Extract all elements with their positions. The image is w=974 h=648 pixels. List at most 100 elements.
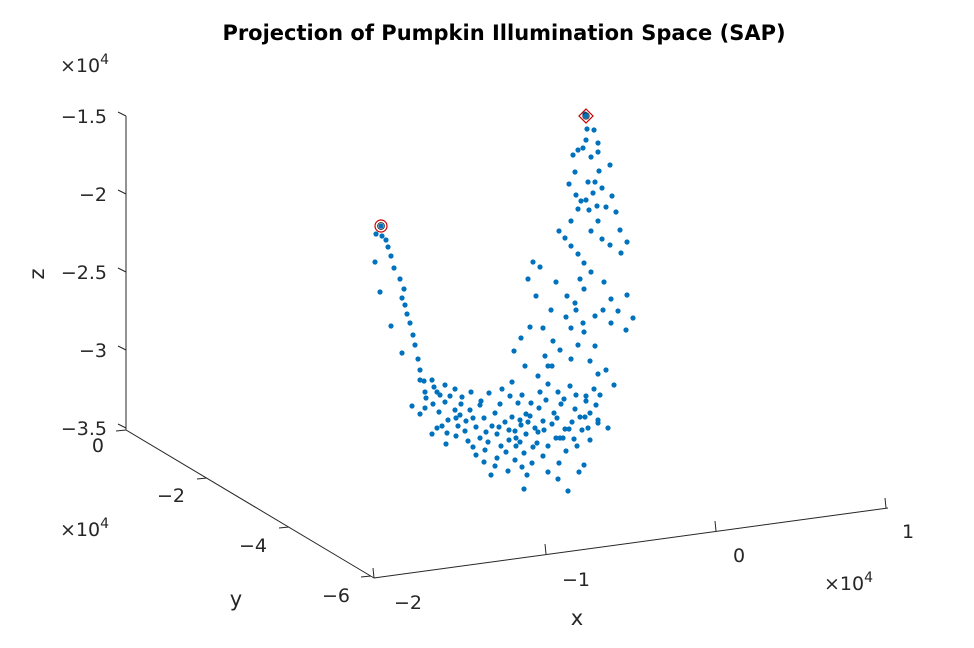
scatter-point: [489, 423, 495, 429]
x-tick-mark: [714, 520, 717, 532]
scatter-point: [587, 358, 593, 364]
scatter-point: [567, 383, 573, 389]
scatter-point: [421, 378, 427, 384]
scatter-point: [453, 433, 459, 439]
scatter-point: [528, 400, 534, 406]
scatter-point: [407, 320, 413, 326]
scatter-point: [583, 197, 589, 203]
scatter-point: [580, 320, 586, 326]
scatter-point: [568, 356, 574, 362]
scatter-point: [571, 436, 577, 442]
scatter-point: [497, 401, 503, 407]
scatter-point: [592, 313, 598, 319]
scatter-point: [569, 419, 575, 425]
highlight-circle-marker: [374, 219, 388, 233]
scatter-point: [423, 395, 429, 401]
x-axis-line: [373, 507, 889, 579]
scatter-point: [583, 398, 589, 404]
scatter-point: [588, 228, 594, 234]
scatter-point: [572, 300, 578, 306]
scatter-point: [518, 335, 524, 341]
scatter-point: [550, 338, 556, 344]
scatter-point: [548, 307, 554, 313]
scatter-point: [525, 419, 531, 425]
scatter-point: [556, 228, 562, 234]
highlight-inner-marker: [377, 222, 385, 230]
scatter-point: [601, 279, 607, 285]
scatter-point: [563, 448, 569, 454]
scatter-point: [577, 276, 583, 282]
scatter-point: [373, 231, 379, 237]
scatter-point: [575, 147, 581, 153]
scatter-point: [458, 401, 464, 407]
scatter-point: [473, 424, 479, 430]
scatter-point: [595, 218, 601, 224]
scatter-point: [562, 426, 568, 432]
scatter-point: [388, 253, 394, 259]
chart-title: Projection of Pumpkin Illumination Space…: [222, 21, 785, 45]
scatter-point: [545, 469, 551, 475]
scatter-point: [611, 382, 617, 388]
scatter-point: [429, 431, 435, 437]
scatter-point: [527, 324, 533, 330]
scatter-point: [507, 393, 513, 399]
scatter-point: [509, 414, 515, 420]
z-tick-mark: [117, 345, 127, 351]
scatter-point: [595, 371, 601, 377]
scatter-point: [399, 350, 405, 356]
scatter-point: [613, 209, 619, 215]
scatter-point: [568, 218, 574, 224]
y-tick-mark: [196, 477, 208, 480]
scatter-point: [481, 415, 487, 421]
scatter-point: [505, 468, 511, 474]
scatter-point: [509, 379, 515, 385]
scatter-point: [429, 377, 435, 383]
scatter-point: [530, 444, 536, 450]
y-exponent: ×104: [60, 516, 109, 541]
scatter-point: [463, 418, 469, 424]
scatter-point: [545, 443, 551, 449]
scatter-point: [582, 414, 588, 420]
scatter-point: [592, 179, 598, 185]
scatter-point: [372, 259, 378, 265]
z-tick-label: −2: [79, 184, 107, 206]
scatter-point: [608, 296, 614, 302]
scatter-point: [586, 207, 592, 213]
scatter-point: [470, 415, 476, 421]
scatter-point: [607, 162, 613, 168]
scatter-point: [533, 293, 539, 299]
scatter-point: [545, 381, 551, 387]
highlight-diamond-marker: [578, 108, 594, 124]
scatter-point: [377, 289, 383, 295]
scatter-point: [511, 348, 517, 354]
scatter-point: [532, 425, 538, 431]
scatter-point: [584, 126, 590, 132]
scatter-point: [600, 307, 606, 313]
scatter-point: [596, 168, 602, 174]
scatter-point: [595, 149, 601, 155]
scatter-point: [549, 421, 555, 427]
scatter-point: [572, 169, 578, 175]
scatter-point: [553, 279, 559, 285]
x-tick-mark: [884, 497, 887, 509]
scatter-point: [609, 193, 615, 199]
scatter-point: [593, 402, 599, 408]
scatter-point: [388, 323, 394, 329]
scatter-point: [529, 460, 535, 466]
scatter-point: [512, 428, 518, 434]
scatter-point: [430, 401, 436, 407]
scatter-point: [581, 329, 587, 335]
scatter-point: [554, 415, 560, 421]
scatter-point: [565, 488, 571, 494]
y-tick-label: −6: [322, 585, 350, 607]
scatter-point: [399, 295, 405, 301]
scatter-point: [431, 384, 437, 390]
scatter-point: [555, 389, 561, 395]
scatter-point: [496, 424, 502, 430]
scatter-point: [585, 425, 591, 431]
scatter-point: [587, 410, 593, 416]
scatter-point: [462, 428, 468, 434]
scatter-point: [492, 410, 498, 416]
scatter-point: [485, 439, 491, 445]
scatter-point: [535, 429, 541, 435]
